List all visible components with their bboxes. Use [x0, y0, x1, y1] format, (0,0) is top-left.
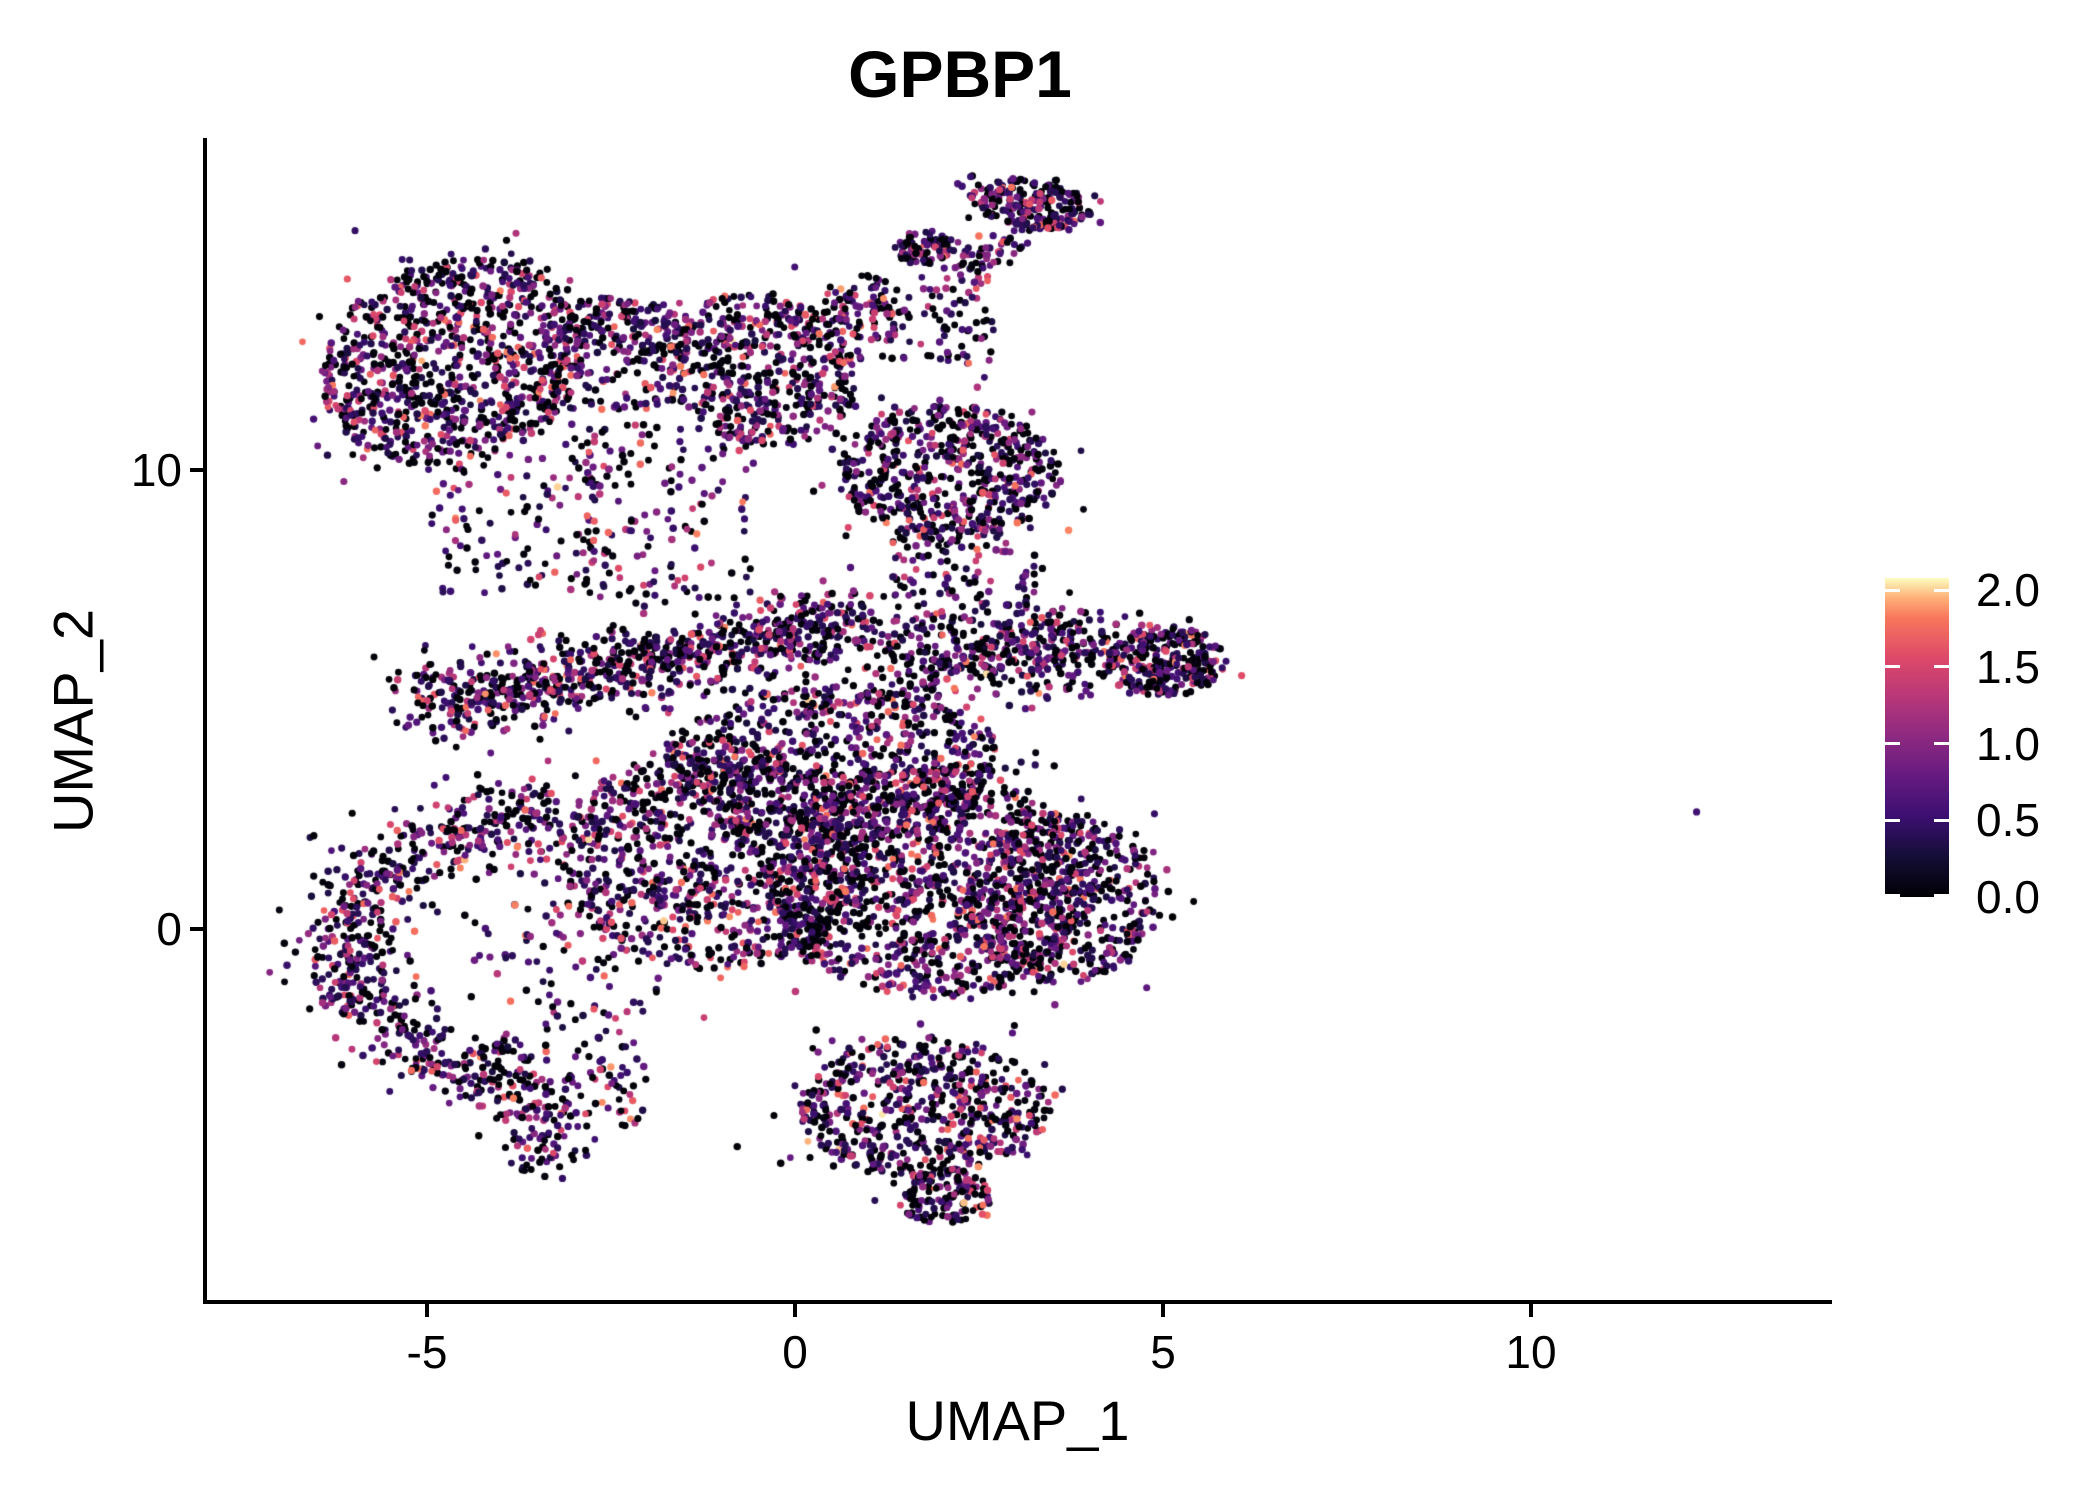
- y-axis-tick: [190, 927, 203, 931]
- y-axis-title: UMAP_2: [41, 608, 105, 834]
- colorbar-tick-label: 0.0: [1976, 871, 2040, 923]
- x-axis-line: [203, 1300, 1832, 1304]
- colorbar-tick: [1885, 894, 1900, 897]
- colorbar-tick: [1934, 665, 1949, 669]
- plot-title: GPBP1: [848, 37, 1072, 111]
- x-axis-tick: [425, 1304, 429, 1317]
- colorbar-gradient: [1885, 578, 1949, 897]
- y-axis-line: [203, 138, 207, 1304]
- colorbar-tick: [1885, 588, 1900, 592]
- colorbar-tick: [1885, 818, 1900, 822]
- x-axis-tick-label: 10: [1505, 1326, 1557, 1378]
- x-axis-tick: [793, 1304, 797, 1317]
- colorbar-tick: [1934, 742, 1949, 746]
- x-axis-tick: [1161, 1304, 1165, 1317]
- colorbar-tick-label: 1.5: [1976, 640, 2040, 693]
- colorbar-tick-label: 2.0: [1976, 564, 2040, 617]
- x-axis-tick-label: -5: [406, 1326, 448, 1378]
- y-axis-tick: [190, 468, 203, 472]
- colorbar-tick: [1934, 818, 1949, 822]
- colorbar-tick: [1885, 665, 1900, 669]
- colorbar-tick: [1885, 742, 1900, 746]
- colorbar-tick: [1934, 894, 1949, 897]
- x-axis-tick-label: 5: [1150, 1326, 1176, 1378]
- colorbar-tick: [1934, 588, 1949, 592]
- y-axis-tick-label: 0: [156, 903, 182, 955]
- colorbar-tick-label: 1.0: [1976, 717, 2040, 770]
- colorbar-tick-label: 0.5: [1976, 794, 2040, 847]
- x-axis-tick-label: 0: [782, 1326, 808, 1378]
- y-axis-tick-label: 10: [130, 444, 182, 496]
- x-axis-tick: [1529, 1304, 1533, 1317]
- x-axis-title: UMAP_1: [905, 1389, 1130, 1452]
